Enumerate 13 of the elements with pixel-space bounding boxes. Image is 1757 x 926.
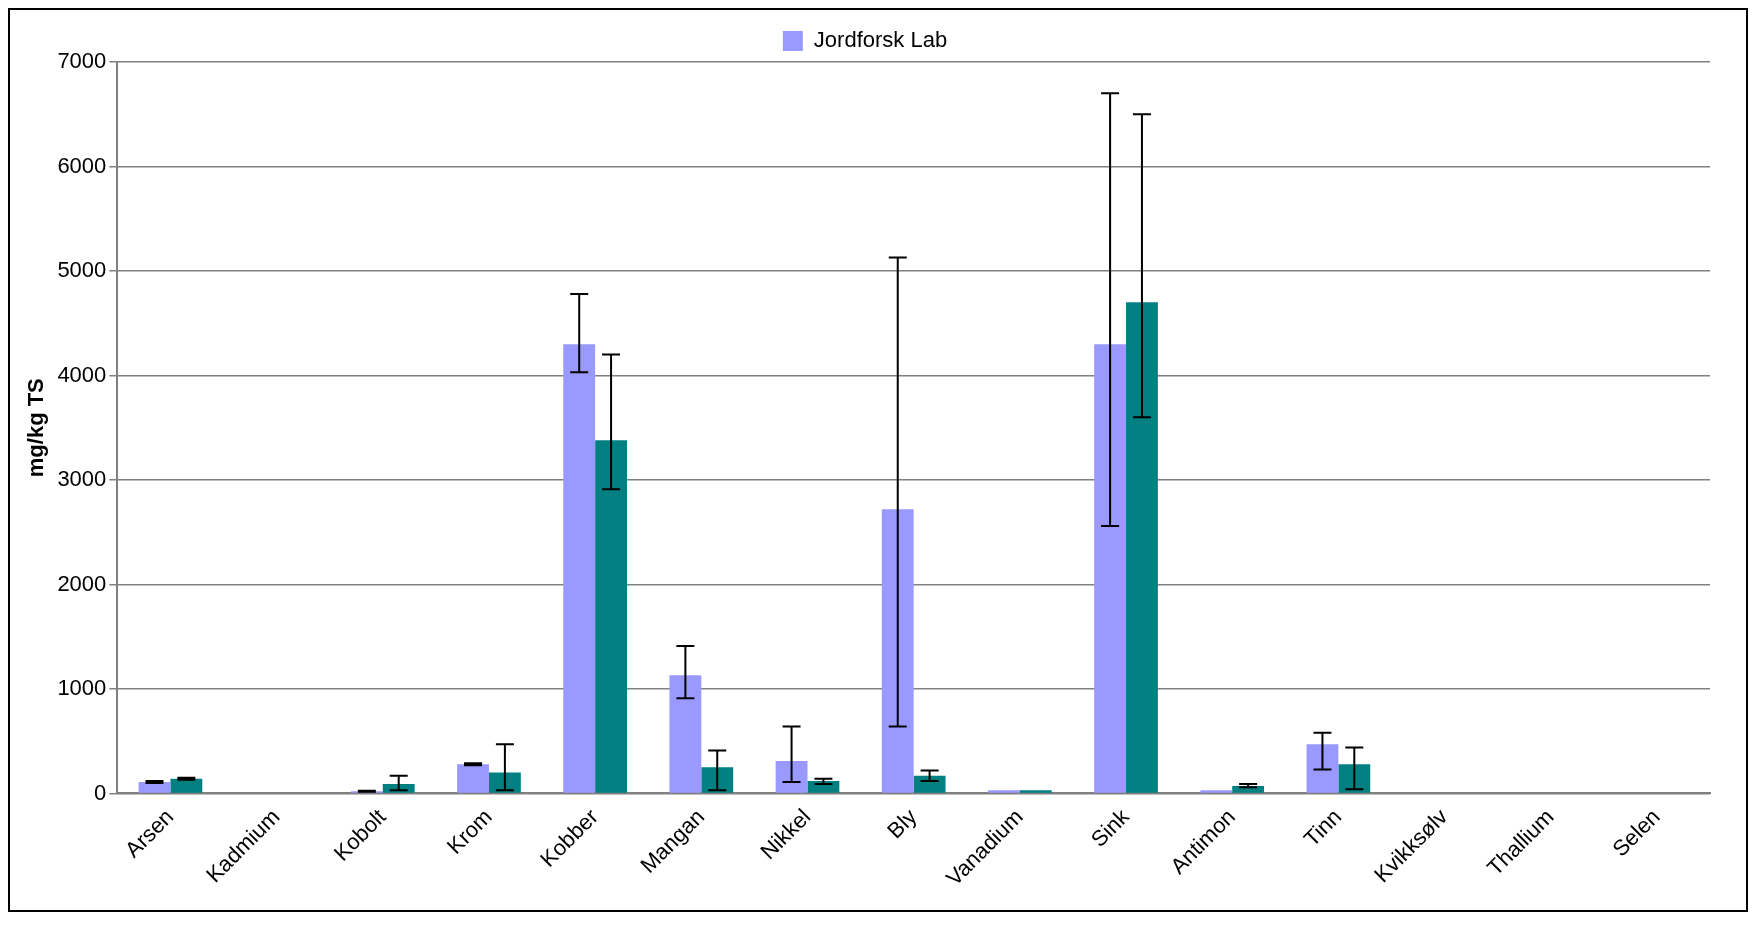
x-tick-label: Sink xyxy=(1085,803,1135,852)
y-tick-label: 2000 xyxy=(57,570,107,596)
y-tick-label: 4000 xyxy=(57,361,107,387)
legend-label: Jordforsk Lab xyxy=(813,27,948,53)
x-tick-label: Tinn xyxy=(1298,803,1347,852)
y-tick-label: 3000 xyxy=(57,466,107,492)
y-tick-label: 1000 xyxy=(57,675,107,701)
y-tick-label: 0 xyxy=(94,779,107,805)
y-tick-label: 5000 xyxy=(57,257,107,283)
x-tick-label: Bly xyxy=(882,803,922,844)
y-tick-label: 6000 xyxy=(57,152,107,178)
y-tick-label: 7000 xyxy=(57,48,107,74)
y-axis-title: mg/kg TS xyxy=(23,378,49,478)
